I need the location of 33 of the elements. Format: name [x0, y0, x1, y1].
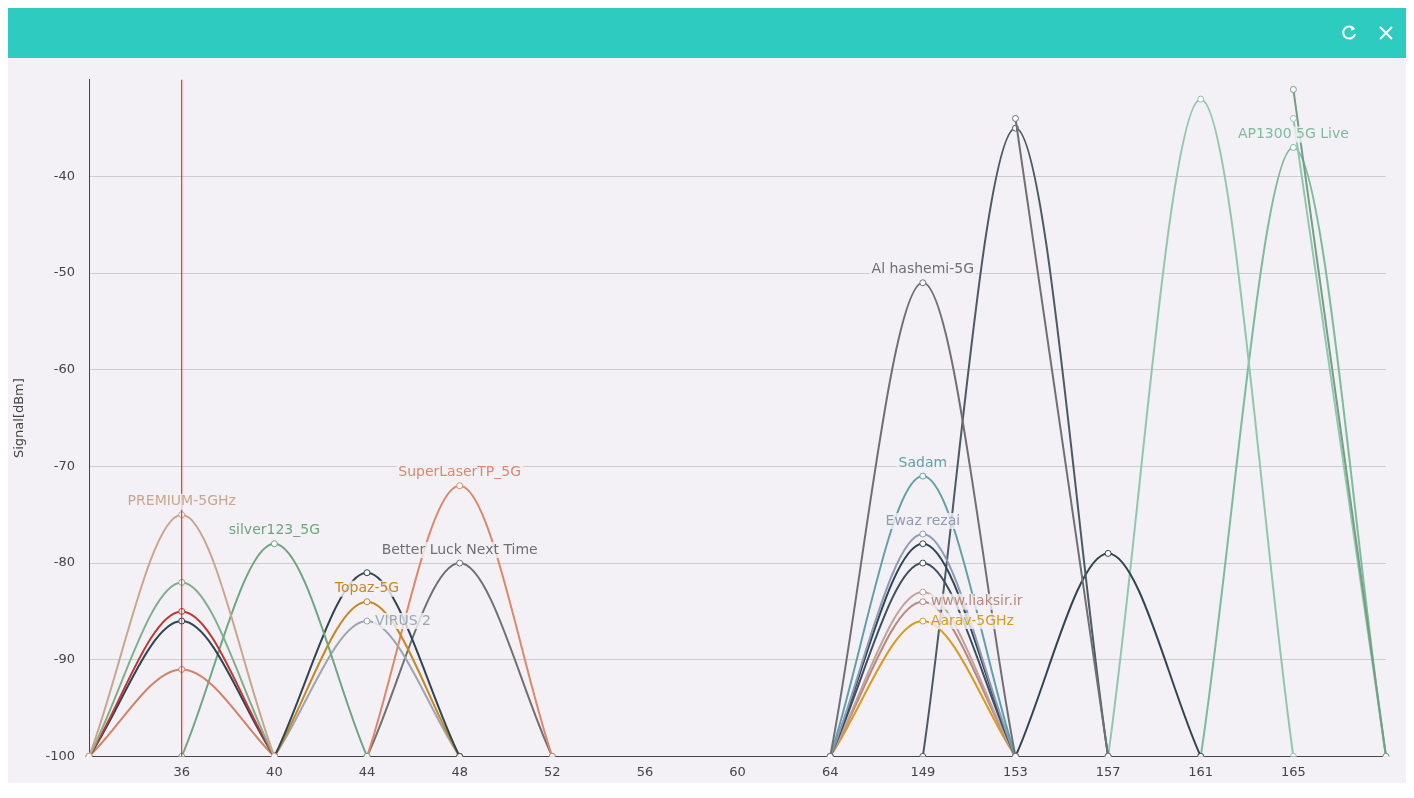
- series-label: Aarav-5GHz: [930, 611, 1014, 628]
- series-label: www.liaksir.ir: [930, 592, 1023, 609]
- x-tick-label: 157: [1095, 763, 1121, 779]
- x-tick-label: 161: [1188, 763, 1214, 779]
- y-tick-label: -90: [53, 651, 76, 667]
- series-label: Al hashemi-5G: [871, 260, 975, 277]
- x-tick-label: 165: [1280, 763, 1306, 779]
- y-tick-label: -80: [53, 554, 76, 570]
- series-label: silver123_5G: [228, 521, 320, 538]
- y-tick-label: -100: [45, 747, 76, 763]
- y-tick-label: -50: [53, 264, 76, 280]
- x-tick-label: 44: [358, 763, 376, 779]
- series-label: SuperLaserTP_5G: [398, 463, 522, 480]
- series-label: Topaz-5G: [333, 579, 400, 596]
- y-tick-label: -60: [53, 361, 76, 377]
- series-label: Ewaz rezai: [885, 511, 961, 528]
- x-tick-label: 149: [910, 763, 936, 779]
- series-label: VIRUS 2: [375, 611, 431, 628]
- x-tick-label: 52: [544, 763, 561, 779]
- x-tick-label: 64: [821, 763, 839, 779]
- series-label: AP1300 5G Live: [1237, 125, 1349, 142]
- x-tick-label: 36: [173, 763, 191, 779]
- y-tick-label: -40: [53, 167, 76, 183]
- y-tick-label: -70: [53, 457, 76, 473]
- x-tick-label: 48: [451, 763, 468, 779]
- y-axis-title: Signal[dBm]: [11, 378, 27, 459]
- x-tick-label: 60: [729, 763, 746, 779]
- x-tick-label: 56: [636, 763, 654, 779]
- series-label: Better Luck Next Time: [381, 540, 538, 557]
- x-tick-label: 40: [266, 763, 283, 779]
- series-label: PREMIUM-5GHz: [127, 492, 236, 509]
- x-tick-label: 153: [1003, 763, 1028, 779]
- series-label: Sadam: [898, 453, 948, 470]
